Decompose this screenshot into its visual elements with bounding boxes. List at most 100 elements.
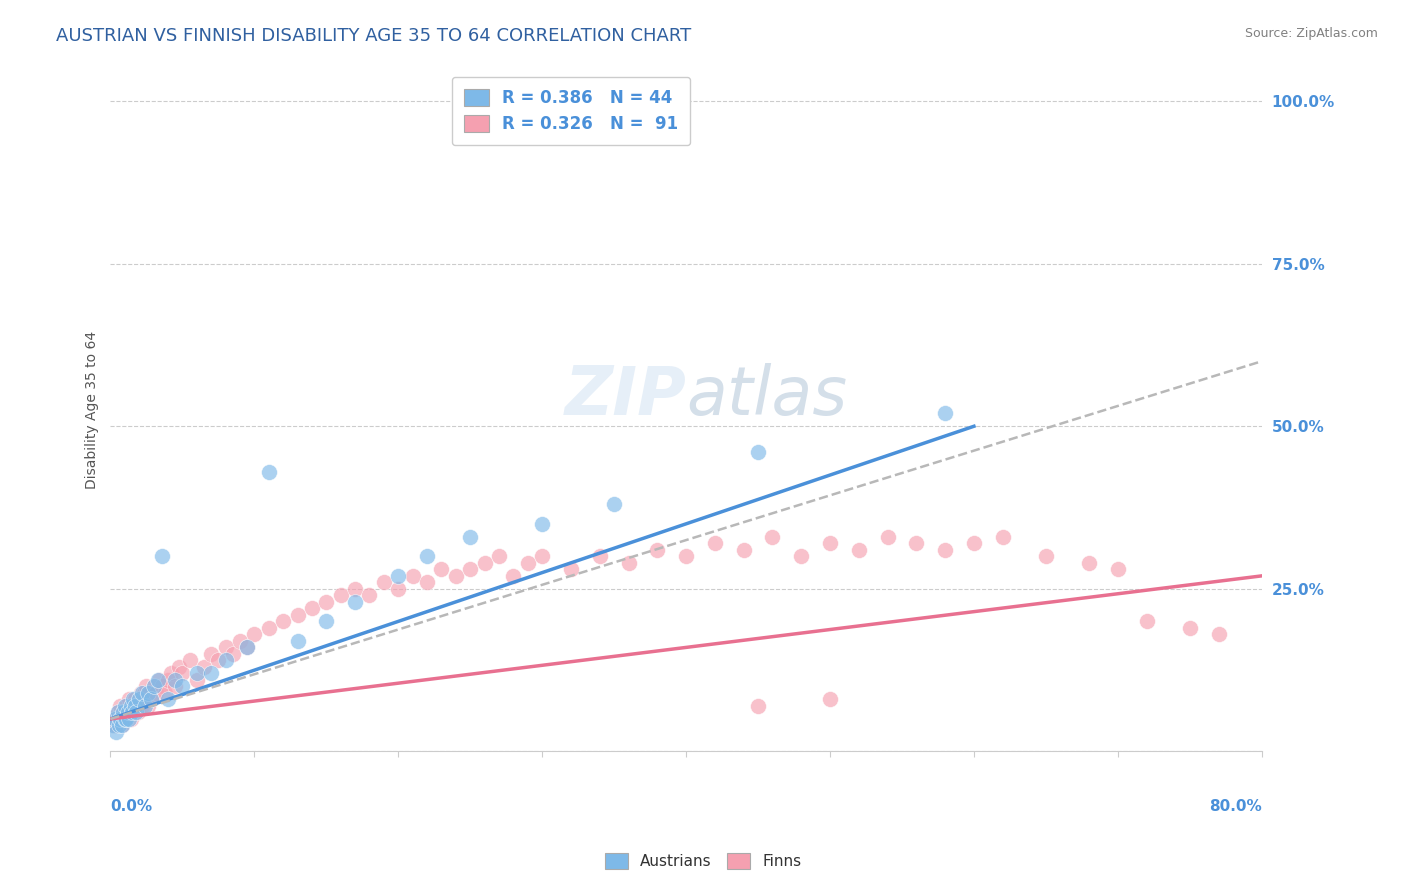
Legend: Austrians, Finns: Austrians, Finns	[599, 847, 807, 875]
Point	[214, 653, 236, 667]
Point	[200, 666, 222, 681]
Point	[488, 549, 510, 564]
Point	[153, 686, 176, 700]
Point	[214, 640, 236, 655]
Point	[1107, 562, 1129, 576]
Point	[165, 680, 187, 694]
Point	[107, 706, 129, 720]
Point	[136, 698, 159, 713]
Point	[502, 569, 524, 583]
Text: 0.0%: 0.0%	[111, 799, 152, 814]
Point	[344, 582, 367, 596]
Point	[160, 666, 183, 681]
Point	[186, 666, 208, 681]
Point	[142, 680, 165, 694]
Point	[1136, 615, 1159, 629]
Point	[135, 680, 157, 694]
Point	[243, 627, 266, 641]
Point	[934, 542, 956, 557]
Point	[124, 698, 146, 713]
Point	[229, 634, 252, 648]
Point	[103, 718, 125, 732]
Point	[1035, 549, 1057, 564]
Point	[110, 712, 132, 726]
Point	[603, 497, 626, 511]
Point	[790, 549, 813, 564]
Point	[387, 569, 409, 583]
Point	[474, 556, 496, 570]
Text: 80.0%: 80.0%	[1209, 799, 1261, 814]
Point	[458, 530, 481, 544]
Point	[617, 556, 640, 570]
Point	[129, 686, 152, 700]
Point	[125, 706, 148, 720]
Point	[430, 562, 453, 576]
Point	[373, 575, 395, 590]
Point	[818, 692, 841, 706]
Point	[257, 621, 280, 635]
Point	[963, 536, 986, 550]
Point	[179, 653, 201, 667]
Point	[146, 673, 169, 687]
Point	[169, 660, 191, 674]
Point	[1178, 621, 1201, 635]
Point	[117, 706, 139, 720]
Point	[104, 712, 127, 726]
Point	[114, 712, 136, 726]
Point	[236, 640, 259, 655]
Point	[848, 542, 870, 557]
Point	[703, 536, 725, 550]
Point	[186, 673, 208, 687]
Point	[112, 706, 135, 720]
Point	[132, 686, 155, 700]
Point	[120, 698, 142, 713]
Point	[747, 698, 769, 713]
Point	[156, 673, 179, 687]
Point	[118, 692, 141, 706]
Point	[458, 562, 481, 576]
Point	[131, 698, 153, 713]
Point	[150, 549, 173, 564]
Point	[139, 692, 162, 706]
Point	[142, 680, 165, 694]
Point	[301, 601, 323, 615]
Point	[1078, 556, 1101, 570]
Point	[991, 530, 1014, 544]
Point	[114, 698, 136, 713]
Point	[131, 686, 153, 700]
Point	[134, 692, 156, 706]
Point	[287, 607, 309, 622]
Point	[127, 706, 149, 720]
Point	[150, 680, 173, 694]
Point	[104, 712, 127, 726]
Point	[122, 706, 145, 720]
Point	[128, 692, 150, 706]
Point	[114, 712, 136, 726]
Point	[112, 706, 135, 720]
Point	[401, 569, 423, 583]
Legend: R = 0.386   N = 44, R = 0.326   N =  91: R = 0.386 N = 44, R = 0.326 N = 91	[453, 77, 690, 145]
Point	[165, 673, 187, 687]
Text: AUSTRIAN VS FINNISH DISABILITY AGE 35 TO 64 CORRELATION CHART: AUSTRIAN VS FINNISH DISABILITY AGE 35 TO…	[56, 27, 692, 45]
Text: Source: ZipAtlas.com: Source: ZipAtlas.com	[1244, 27, 1378, 40]
Point	[315, 615, 337, 629]
Point	[359, 588, 381, 602]
Point	[138, 686, 160, 700]
Point	[115, 712, 138, 726]
Point	[111, 718, 134, 732]
Point	[108, 712, 131, 726]
Point	[105, 718, 128, 732]
Point	[110, 698, 132, 713]
Point	[115, 698, 138, 713]
Point	[117, 706, 139, 720]
Point	[647, 542, 669, 557]
Text: ZIP: ZIP	[564, 363, 686, 429]
Point	[387, 582, 409, 596]
Point	[107, 706, 129, 720]
Point	[675, 549, 697, 564]
Point	[818, 536, 841, 550]
Point	[118, 712, 141, 726]
Point	[516, 556, 538, 570]
Point	[329, 588, 352, 602]
Point	[111, 718, 134, 732]
